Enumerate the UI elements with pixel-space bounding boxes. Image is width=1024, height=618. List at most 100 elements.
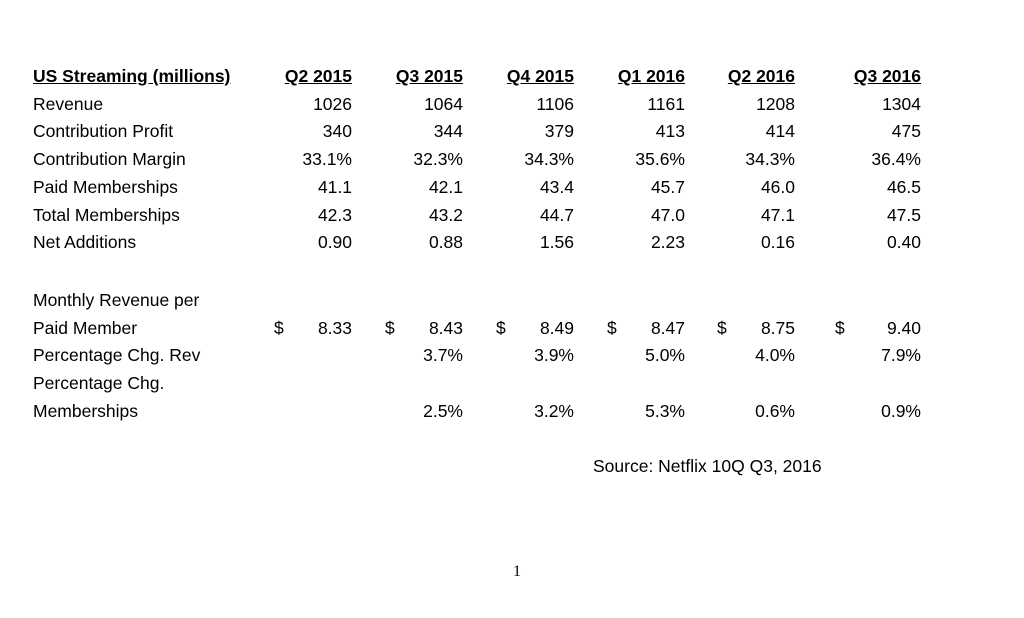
table-cell: 42.1 [428,176,463,197]
table-cell: 42.3 [317,204,352,225]
column-header: Q2 2016 [727,66,795,86]
money-group: $8.47 [607,315,685,343]
table-cell: 34.3% [524,149,574,170]
table-cell: 0.16 [760,232,795,253]
table-cell: 0.6% [755,400,795,421]
currency-symbol: $ [717,317,727,338]
table-cell: 4.0% [755,345,795,366]
monthly-revenue-row: Monthly Revenue per Paid Member $8.33 $8.43… [33,287,921,342]
table-cell: 1064 [424,93,463,114]
money-group: $8.33 [274,315,352,343]
table-cell: 5.3% [645,400,685,421]
table-row: Net Additions 0.90 0.88 1.56 2.23 0.16 0.40 [33,229,921,257]
table-row: Contribution Profit 340 344 379 413 414 475 [33,118,921,146]
currency-symbol: $ [496,317,506,338]
table-cell: 1.56 [539,232,574,253]
table-cell: 2.5% [423,400,463,421]
money-group: $9.40 [835,315,921,343]
money-group: $8.49 [496,315,574,343]
column-header: Q4 2015 [506,66,574,86]
table-cell: 1208 [756,93,795,114]
table-cell: 0.40 [886,232,921,253]
table-cell: 43.2 [428,204,463,225]
table-cell: 47.5 [886,204,921,225]
currency-symbol: $ [835,317,845,338]
row-label: Net Additions [33,232,137,253]
cell-value: 9.40 [886,317,921,338]
table-cell: 34.3% [745,149,795,170]
table-cell: 1106 [536,93,574,114]
pct-chg-memberships-row: Percentage Chg. Memberships 2.5% 3.2% 5.3% 0.… [33,370,921,425]
table-cell: 3.7% [423,345,463,366]
row-label: Paid Memberships [33,176,178,197]
table-cell: 33.1% [302,149,352,170]
row-label-line: Paid Member [33,317,138,338]
column-header: Q3 2016 [853,66,921,86]
table-cell: 43.4 [539,176,574,197]
row-label-line: Percentage Chg. [33,373,165,394]
table-cell: 32.3% [413,149,463,170]
table-cell: 414 [765,121,795,142]
currency-symbol: $ [607,317,617,338]
table-cell: 41.1 [317,176,352,197]
table-cell: 0.9% [881,400,921,421]
table-cell: 0.88 [428,232,463,253]
row-label: Monthly Revenue per Paid Member [33,287,241,342]
table-cell: 344 [433,121,463,142]
financial-table: US Streaming (millions) Q2 2015 Q3 2015 Q4 … [33,63,921,425]
currency-symbol: $ [274,317,284,338]
table-cell: 47.1 [760,204,795,225]
table-cell: 45.7 [650,176,685,197]
table-cell: 3.9% [534,345,574,366]
row-label: Revenue [33,93,104,114]
table-cell: $8.75 [685,287,795,342]
table-cell: 0.90 [317,232,352,253]
row-label-line: Monthly Revenue per [33,289,200,310]
table-cell [241,370,352,425]
table-cell: 7.9% [881,345,921,366]
table-cell: 1304 [882,93,921,114]
table-row: Total Memberships 42.3 43.2 44.7 47.0 47.1 47.… [33,202,921,230]
row-label: Contribution Profit [33,121,174,142]
table-cell: 35.6% [635,149,685,170]
row-label: Contribution Margin [33,149,186,170]
table-cell: $8.33 [241,287,352,342]
table-cell: $9.40 [795,287,921,342]
table-cell: 475 [891,121,921,142]
table-cell: $8.43 [352,287,463,342]
table-title: US Streaming (millions) [33,66,231,86]
table-cell: 379 [544,121,574,142]
cell-value: 8.75 [760,317,795,338]
column-header: Q2 2015 [284,66,352,86]
table-header-row: US Streaming (millions) Q2 2015 Q3 2015 Q4 … [33,63,921,91]
table-cell: 1026 [313,93,352,114]
row-label: Total Memberships [33,204,180,225]
column-header: Q3 2015 [395,66,463,86]
table-cell: 44.7 [539,204,574,225]
row-label: Percentage Chg. Rev [33,345,201,366]
table-cell: 46.5 [886,176,921,197]
row-label-line: Memberships [33,400,139,421]
cell-value: 8.49 [539,317,574,338]
table-cell: 3.2% [534,400,574,421]
cell-value: 8.33 [317,317,352,338]
table-cell: 36.4% [871,149,921,170]
page-number: 1 [513,563,521,580]
table-row: Paid Memberships 41.1 42.1 43.4 45.7 46.0 46.5 [33,174,921,202]
money-group: $8.43 [385,315,463,343]
table-cell [241,342,352,370]
table-cell: $8.49 [463,287,574,342]
source-note: Source: Netflix 10Q Q3, 2016 [593,456,822,476]
table-cell: 2.23 [650,232,685,253]
table-cell: 5.0% [645,345,685,366]
table-cell: 1161 [647,93,685,114]
spacer-cell [33,257,921,287]
table-cell: 47.0 [650,204,685,225]
table-cell: 413 [655,121,685,142]
table-cell: 340 [322,121,352,142]
column-header: Q1 2016 [617,66,685,86]
table-cell: 46.0 [760,176,795,197]
pct-chg-rev-row: Percentage Chg. Rev 3.7% 3.9% 5.0% 4.0% 7.9% [33,342,921,370]
spacer-row [33,257,921,287]
cell-value: 8.47 [650,317,685,338]
